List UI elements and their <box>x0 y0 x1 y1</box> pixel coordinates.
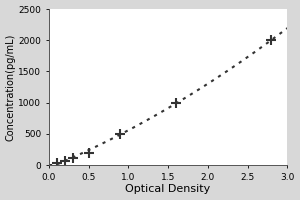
Y-axis label: Concentration(pg/mL): Concentration(pg/mL) <box>6 33 16 141</box>
X-axis label: Optical Density: Optical Density <box>125 184 211 194</box>
